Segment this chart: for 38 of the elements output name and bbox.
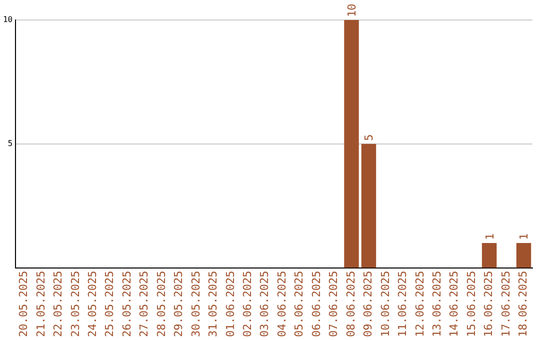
- x-tick-label: 09.06.2025: [362, 270, 375, 338]
- data-label: 10: [345, 4, 358, 17]
- x-tick-label: 06.06.2025: [310, 270, 323, 338]
- x-tick-label: 26.05.2025: [120, 270, 134, 338]
- x-tick-label: 02.06.2025: [241, 270, 254, 338]
- x-tick-label: 23.05.2025: [68, 270, 82, 338]
- data-label: 1: [518, 233, 531, 240]
- x-tick-label: 01.06.2025: [224, 270, 237, 338]
- x-tick-label: 18.06.2025: [516, 270, 530, 338]
- x-tick-label: 08.06.2025: [344, 270, 358, 338]
- x-tick-label: 14.06.2025: [448, 270, 461, 338]
- x-tick-label: 25.05.2025: [103, 270, 116, 338]
- bar: [344, 20, 359, 268]
- x-tick-label: 04.06.2025: [275, 270, 288, 338]
- x-tick-label: 07.06.2025: [327, 270, 340, 338]
- bar: [482, 242, 497, 268]
- x-tick-label: 03.06.2025: [258, 270, 272, 338]
- x-tick-label: 22.05.2025: [52, 270, 65, 338]
- x-tick-label: 05.06.2025: [292, 270, 306, 338]
- x-tick-label: 28.05.2025: [154, 270, 168, 338]
- data-label: 1: [483, 233, 496, 240]
- x-tick-label: 27.05.2025: [138, 270, 151, 338]
- x-tick-label: 16.06.2025: [482, 270, 496, 338]
- x-tick-label: 24.05.2025: [86, 270, 99, 338]
- x-tick-label: 13.06.2025: [430, 270, 444, 338]
- x-tick-label: 29.05.2025: [172, 270, 186, 338]
- x-tick-label: 10.06.2025: [378, 270, 392, 338]
- bar: [361, 144, 376, 268]
- x-tick-label: 12.06.2025: [413, 270, 426, 338]
- x-tick-label: 30.05.2025: [189, 270, 202, 338]
- bar: [516, 242, 532, 268]
- x-tick-label: 21.05.2025: [34, 270, 48, 338]
- x-tick-label: 11.06.2025: [396, 270, 410, 338]
- x-tick-label: 17.06.2025: [499, 270, 512, 338]
- x-tick-label: 31.05.2025: [206, 270, 220, 338]
- x-tick-label: 20.05.2025: [17, 270, 30, 338]
- data-label: 5: [362, 134, 376, 141]
- x-tick-label: 15.06.2025: [464, 270, 478, 338]
